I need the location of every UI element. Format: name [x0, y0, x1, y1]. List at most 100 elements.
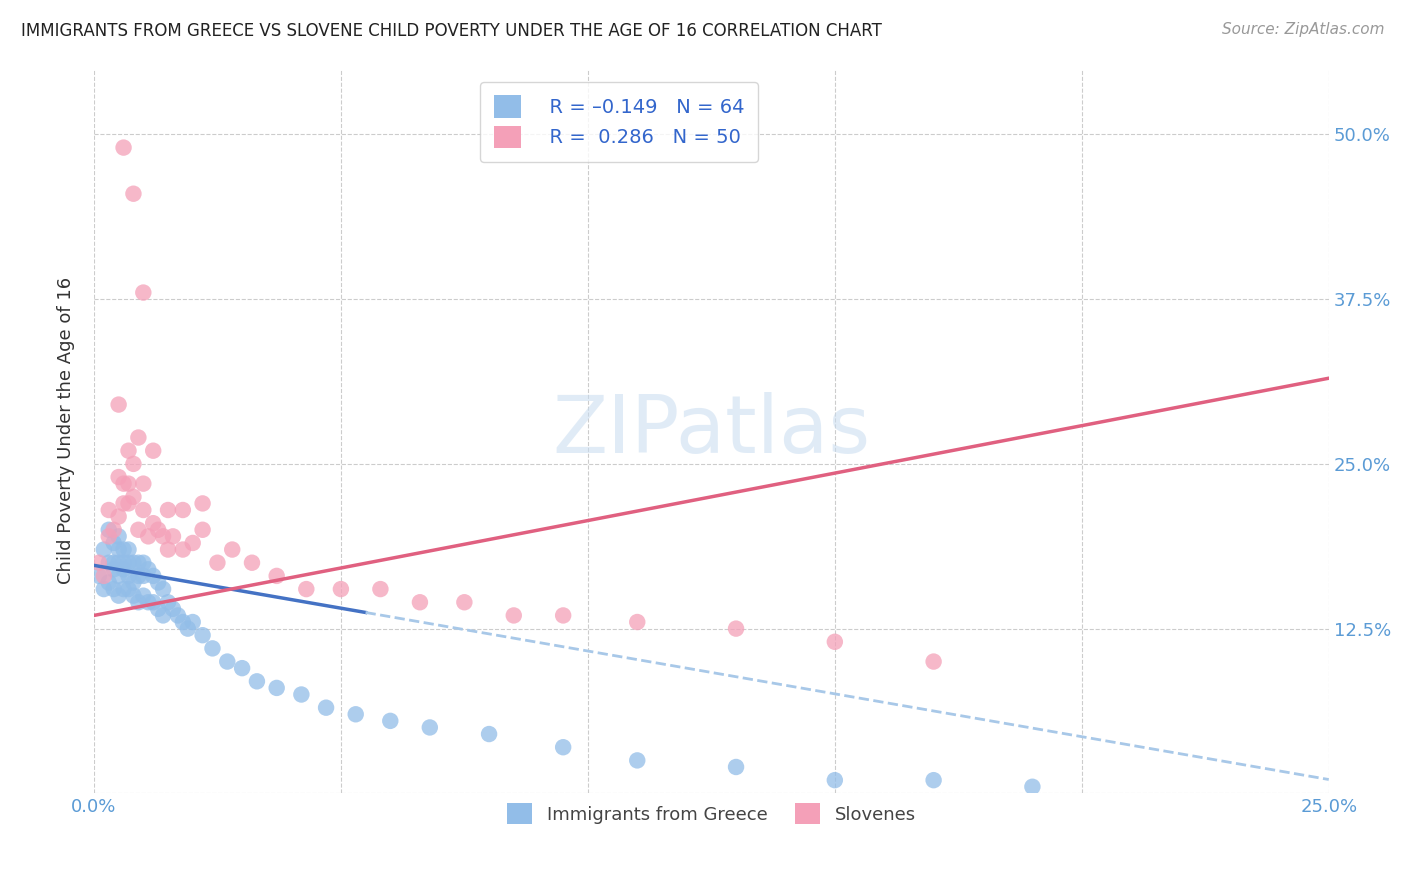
Point [136, 562, 159, 576]
Point [122, 457, 145, 471]
Point [344, 707, 367, 722]
Point [117, 476, 139, 491]
Point [122, 490, 145, 504]
Point [177, 622, 200, 636]
Point [112, 496, 135, 510]
Point [1021, 780, 1043, 794]
Point [315, 700, 337, 714]
Point [127, 556, 149, 570]
Point [112, 542, 135, 557]
Point [157, 595, 180, 609]
Point [107, 569, 129, 583]
Point [152, 582, 174, 596]
Point [266, 569, 288, 583]
Point [117, 542, 139, 557]
Point [329, 582, 352, 596]
Point [157, 542, 180, 557]
Point [142, 595, 165, 609]
Point [107, 589, 129, 603]
Point [107, 398, 129, 412]
Point [453, 595, 475, 609]
Legend: Immigrants from Greece, Slovenes: Immigrants from Greece, Slovenes [496, 792, 927, 835]
Y-axis label: Child Poverty Under the Age of 16: Child Poverty Under the Age of 16 [58, 277, 75, 584]
Point [502, 608, 524, 623]
Point [117, 582, 139, 596]
Point [266, 681, 288, 695]
Point [117, 556, 139, 570]
Point [922, 655, 945, 669]
Point [136, 595, 159, 609]
Point [132, 589, 155, 603]
Point [240, 556, 263, 570]
Point [132, 569, 155, 583]
Point [127, 569, 149, 583]
Point [103, 523, 125, 537]
Point [103, 582, 125, 596]
Point [117, 443, 139, 458]
Point [290, 688, 312, 702]
Point [127, 430, 149, 444]
Point [122, 186, 145, 201]
Point [107, 529, 129, 543]
Point [132, 285, 155, 300]
Point [162, 529, 184, 543]
Point [142, 443, 165, 458]
Point [553, 608, 575, 623]
Point [167, 608, 190, 623]
Point [217, 655, 239, 669]
Point [93, 569, 115, 583]
Point [221, 542, 243, 557]
Point [107, 542, 129, 557]
Point [103, 562, 125, 576]
Text: ZIPatlas: ZIPatlas [553, 392, 870, 470]
Point [626, 753, 648, 767]
Point [246, 674, 269, 689]
Point [207, 556, 229, 570]
Point [191, 496, 214, 510]
Point [478, 727, 501, 741]
Point [97, 529, 120, 543]
Point [107, 509, 129, 524]
Point [122, 589, 145, 603]
Point [824, 634, 846, 648]
Point [112, 562, 135, 576]
Point [152, 529, 174, 543]
Point [146, 575, 169, 590]
Point [87, 556, 110, 570]
Point [127, 523, 149, 537]
Point [93, 582, 115, 596]
Point [87, 569, 110, 583]
Point [191, 628, 214, 642]
Point [107, 556, 129, 570]
Point [181, 615, 204, 629]
Point [157, 503, 180, 517]
Point [146, 602, 169, 616]
Point [117, 496, 139, 510]
Point [922, 773, 945, 788]
Point [191, 523, 214, 537]
Point [295, 582, 318, 596]
Point [97, 503, 120, 517]
Point [136, 529, 159, 543]
Point [172, 542, 194, 557]
Point [142, 569, 165, 583]
Point [103, 536, 125, 550]
Point [370, 582, 392, 596]
Point [127, 595, 149, 609]
Point [97, 575, 120, 590]
Point [725, 622, 748, 636]
Point [97, 523, 120, 537]
Point [122, 556, 145, 570]
Point [112, 556, 135, 570]
Point [103, 556, 125, 570]
Point [152, 608, 174, 623]
Point [553, 740, 575, 755]
Point [172, 615, 194, 629]
Point [380, 714, 402, 728]
Point [824, 773, 846, 788]
Point [112, 582, 135, 596]
Point [112, 140, 135, 154]
Text: Source: ZipAtlas.com: Source: ZipAtlas.com [1222, 22, 1385, 37]
Point [142, 516, 165, 531]
Point [132, 503, 155, 517]
